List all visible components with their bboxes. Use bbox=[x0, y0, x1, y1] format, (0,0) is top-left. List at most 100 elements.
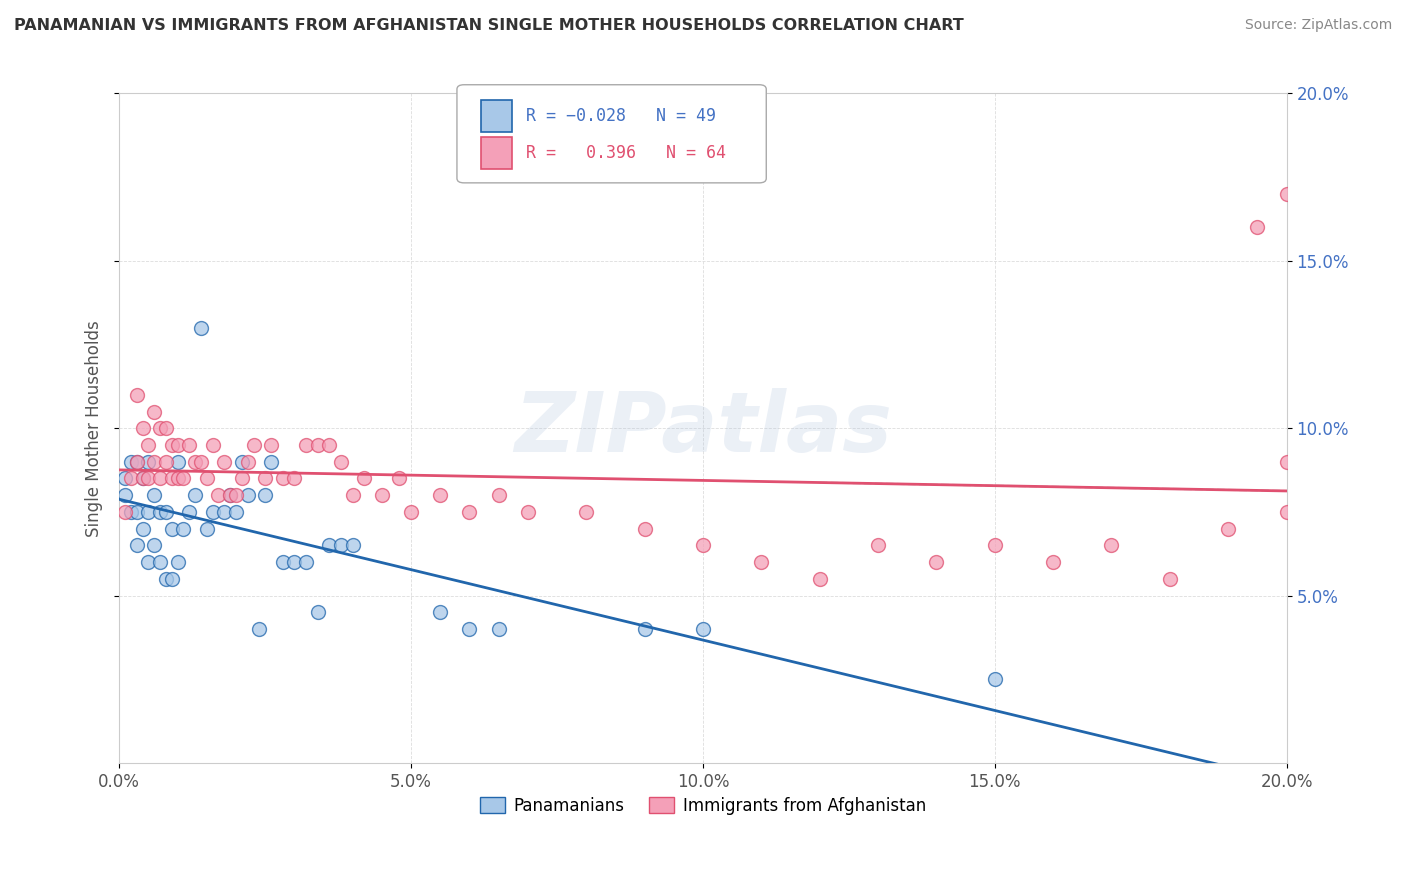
Point bbox=[458, 505, 481, 519]
Point bbox=[330, 455, 353, 469]
Point bbox=[160, 471, 183, 485]
Point bbox=[149, 505, 172, 519]
Point bbox=[155, 505, 177, 519]
Point bbox=[283, 471, 305, 485]
Point bbox=[488, 622, 510, 636]
Point bbox=[236, 488, 259, 502]
Point bbox=[633, 522, 655, 536]
Point bbox=[179, 438, 201, 452]
Point bbox=[1275, 186, 1298, 201]
Point bbox=[114, 488, 136, 502]
Point bbox=[190, 320, 212, 334]
Point bbox=[254, 471, 277, 485]
Point bbox=[131, 421, 153, 435]
Point bbox=[160, 522, 183, 536]
Point bbox=[247, 622, 270, 636]
Point bbox=[318, 438, 340, 452]
Point bbox=[633, 622, 655, 636]
Point bbox=[195, 471, 218, 485]
Point bbox=[138, 555, 160, 569]
Point bbox=[283, 555, 305, 569]
Point bbox=[692, 538, 714, 552]
Point bbox=[214, 455, 236, 469]
Point bbox=[1042, 555, 1064, 569]
Point bbox=[166, 555, 188, 569]
Point bbox=[808, 572, 831, 586]
Point bbox=[114, 471, 136, 485]
Point bbox=[429, 488, 451, 502]
Point bbox=[155, 455, 177, 469]
Point bbox=[190, 455, 212, 469]
Point bbox=[131, 471, 153, 485]
Point bbox=[925, 555, 948, 569]
Text: R =   0.396   N = 64: R = 0.396 N = 64 bbox=[526, 145, 725, 162]
Point bbox=[516, 505, 538, 519]
Point bbox=[271, 471, 294, 485]
Point bbox=[125, 538, 148, 552]
Point bbox=[138, 438, 160, 452]
Point bbox=[984, 538, 1007, 552]
Point bbox=[143, 538, 166, 552]
Point bbox=[231, 471, 253, 485]
Point bbox=[254, 488, 277, 502]
Point bbox=[1218, 522, 1240, 536]
Point bbox=[575, 505, 598, 519]
Point bbox=[149, 421, 172, 435]
Point bbox=[184, 488, 207, 502]
Point bbox=[458, 622, 481, 636]
Point bbox=[214, 505, 236, 519]
Point bbox=[172, 471, 194, 485]
Point bbox=[155, 572, 177, 586]
Point bbox=[231, 455, 253, 469]
Point bbox=[138, 455, 160, 469]
Point bbox=[271, 555, 294, 569]
Point bbox=[399, 505, 422, 519]
Point bbox=[166, 455, 188, 469]
Point bbox=[318, 538, 340, 552]
Point bbox=[120, 471, 142, 485]
Point bbox=[330, 538, 353, 552]
Text: PANAMANIAN VS IMMIGRANTS FROM AFGHANISTAN SINGLE MOTHER HOUSEHOLDS CORRELATION C: PANAMANIAN VS IMMIGRANTS FROM AFGHANISTA… bbox=[14, 18, 963, 33]
Point bbox=[749, 555, 772, 569]
Point bbox=[1275, 505, 1298, 519]
Point bbox=[260, 455, 283, 469]
Point bbox=[138, 471, 160, 485]
Point bbox=[342, 538, 364, 552]
Point bbox=[155, 421, 177, 435]
Y-axis label: Single Mother Households: Single Mother Households bbox=[86, 320, 103, 537]
Text: Source: ZipAtlas.com: Source: ZipAtlas.com bbox=[1244, 18, 1392, 32]
Point bbox=[219, 488, 242, 502]
Point bbox=[307, 438, 329, 452]
Point bbox=[866, 538, 889, 552]
Point bbox=[125, 505, 148, 519]
Point bbox=[342, 488, 364, 502]
Point bbox=[184, 455, 207, 469]
Point bbox=[125, 455, 148, 469]
Point bbox=[236, 455, 259, 469]
Point bbox=[120, 455, 142, 469]
Point bbox=[207, 488, 229, 502]
Point bbox=[353, 471, 375, 485]
Point bbox=[201, 438, 224, 452]
Point bbox=[143, 455, 166, 469]
Point bbox=[371, 488, 394, 502]
Point bbox=[388, 471, 411, 485]
Legend: Panamanians, Immigrants from Afghanistan: Panamanians, Immigrants from Afghanistan bbox=[474, 790, 932, 822]
Point bbox=[260, 438, 283, 452]
Point bbox=[114, 505, 136, 519]
Text: R = −0.028   N = 49: R = −0.028 N = 49 bbox=[526, 107, 716, 125]
Point bbox=[166, 438, 188, 452]
Point bbox=[242, 438, 264, 452]
Point bbox=[131, 471, 153, 485]
Point bbox=[295, 438, 318, 452]
Point bbox=[429, 606, 451, 620]
Point bbox=[1101, 538, 1123, 552]
Point bbox=[692, 622, 714, 636]
Point bbox=[1275, 455, 1298, 469]
Point bbox=[143, 404, 166, 418]
Point bbox=[195, 522, 218, 536]
Point bbox=[138, 505, 160, 519]
Point bbox=[1159, 572, 1181, 586]
Point bbox=[201, 505, 224, 519]
Point bbox=[488, 488, 510, 502]
